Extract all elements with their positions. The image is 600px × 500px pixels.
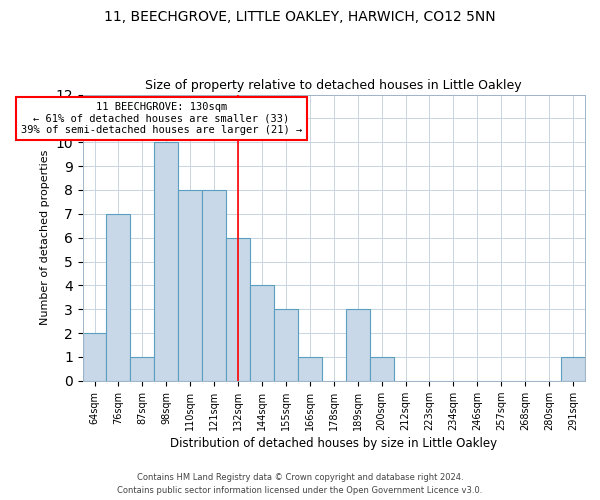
Bar <box>561 357 585 381</box>
X-axis label: Distribution of detached houses by size in Little Oakley: Distribution of detached houses by size … <box>170 437 497 450</box>
Bar <box>178 190 202 381</box>
Text: 11, BEECHGROVE, LITTLE OAKLEY, HARWICH, CO12 5NN: 11, BEECHGROVE, LITTLE OAKLEY, HARWICH, … <box>104 10 496 24</box>
Bar <box>250 286 274 381</box>
Bar <box>274 310 298 381</box>
Title: Size of property relative to detached houses in Little Oakley: Size of property relative to detached ho… <box>145 79 522 92</box>
Bar <box>83 333 106 381</box>
Bar <box>346 310 370 381</box>
Text: 11 BEECHGROVE: 130sqm
← 61% of detached houses are smaller (33)
39% of semi-deta: 11 BEECHGROVE: 130sqm ← 61% of detached … <box>21 102 302 135</box>
Bar <box>370 357 394 381</box>
Bar <box>298 357 322 381</box>
Bar <box>106 214 130 381</box>
Text: Contains HM Land Registry data © Crown copyright and database right 2024.
Contai: Contains HM Land Registry data © Crown c… <box>118 474 482 495</box>
Y-axis label: Number of detached properties: Number of detached properties <box>40 150 50 326</box>
Bar <box>154 142 178 381</box>
Bar <box>130 357 154 381</box>
Bar <box>226 238 250 381</box>
Bar <box>202 190 226 381</box>
